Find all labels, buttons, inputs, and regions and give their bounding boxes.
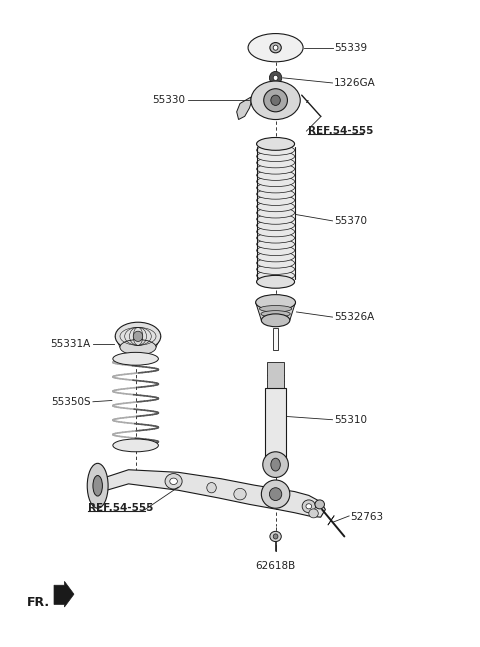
Ellipse shape: [257, 170, 295, 181]
Ellipse shape: [248, 34, 303, 62]
Ellipse shape: [234, 488, 246, 500]
Ellipse shape: [165, 474, 182, 489]
Ellipse shape: [264, 89, 288, 112]
Ellipse shape: [257, 233, 295, 243]
Text: 55331A: 55331A: [50, 339, 91, 349]
Ellipse shape: [257, 138, 295, 149]
Text: 55350S: 55350S: [51, 397, 91, 407]
Ellipse shape: [170, 478, 178, 485]
Ellipse shape: [207, 483, 216, 493]
Ellipse shape: [260, 305, 292, 312]
Ellipse shape: [257, 151, 295, 162]
Ellipse shape: [257, 177, 295, 186]
Ellipse shape: [263, 452, 288, 477]
Ellipse shape: [270, 531, 281, 542]
Bar: [257, 144, 295, 282]
Ellipse shape: [257, 270, 295, 281]
Text: REF.54-555: REF.54-555: [88, 503, 154, 513]
Ellipse shape: [93, 476, 102, 496]
Ellipse shape: [270, 43, 281, 53]
Bar: [267, 362, 284, 388]
Text: 55326A: 55326A: [334, 312, 374, 322]
Ellipse shape: [257, 145, 295, 155]
Ellipse shape: [257, 220, 295, 230]
Ellipse shape: [273, 75, 278, 80]
Ellipse shape: [261, 314, 290, 327]
Ellipse shape: [257, 276, 295, 288]
Ellipse shape: [257, 158, 295, 168]
Ellipse shape: [256, 294, 296, 310]
Ellipse shape: [115, 322, 161, 351]
Text: 55310: 55310: [334, 415, 367, 424]
Ellipse shape: [273, 45, 278, 50]
Ellipse shape: [87, 463, 108, 509]
Text: FR.: FR.: [26, 596, 49, 609]
Polygon shape: [94, 470, 325, 517]
Ellipse shape: [257, 245, 295, 256]
Ellipse shape: [120, 340, 156, 355]
Text: 55370: 55370: [334, 216, 367, 226]
Ellipse shape: [257, 137, 295, 150]
Ellipse shape: [257, 195, 295, 206]
Ellipse shape: [257, 164, 295, 174]
Ellipse shape: [257, 264, 295, 274]
Polygon shape: [237, 97, 251, 120]
Ellipse shape: [257, 182, 295, 193]
Polygon shape: [54, 582, 74, 607]
Ellipse shape: [273, 534, 278, 539]
Ellipse shape: [257, 226, 295, 237]
Ellipse shape: [257, 214, 295, 225]
Text: 55330: 55330: [153, 95, 185, 105]
Ellipse shape: [257, 258, 295, 268]
Ellipse shape: [133, 331, 143, 342]
Ellipse shape: [257, 189, 295, 199]
Ellipse shape: [309, 509, 318, 518]
Ellipse shape: [113, 353, 158, 365]
Text: 52763: 52763: [350, 512, 384, 522]
Ellipse shape: [269, 71, 282, 84]
Ellipse shape: [269, 488, 282, 501]
Text: 1326GA: 1326GA: [334, 78, 376, 88]
Ellipse shape: [261, 311, 290, 317]
Ellipse shape: [315, 500, 324, 509]
Ellipse shape: [271, 458, 280, 471]
Text: 55339: 55339: [334, 43, 367, 52]
Ellipse shape: [257, 252, 295, 262]
Bar: [273, 328, 278, 351]
Ellipse shape: [257, 239, 295, 249]
Ellipse shape: [257, 208, 295, 218]
Ellipse shape: [257, 201, 295, 212]
Ellipse shape: [257, 277, 295, 287]
Text: 62618B: 62618B: [255, 561, 296, 571]
Ellipse shape: [306, 504, 312, 509]
Ellipse shape: [302, 500, 315, 512]
Text: REF.54-555: REF.54-555: [308, 126, 373, 136]
Ellipse shape: [271, 95, 280, 105]
Ellipse shape: [261, 480, 290, 509]
Bar: [265, 388, 286, 461]
Polygon shape: [256, 302, 296, 320]
Ellipse shape: [113, 439, 158, 452]
Ellipse shape: [251, 81, 300, 120]
